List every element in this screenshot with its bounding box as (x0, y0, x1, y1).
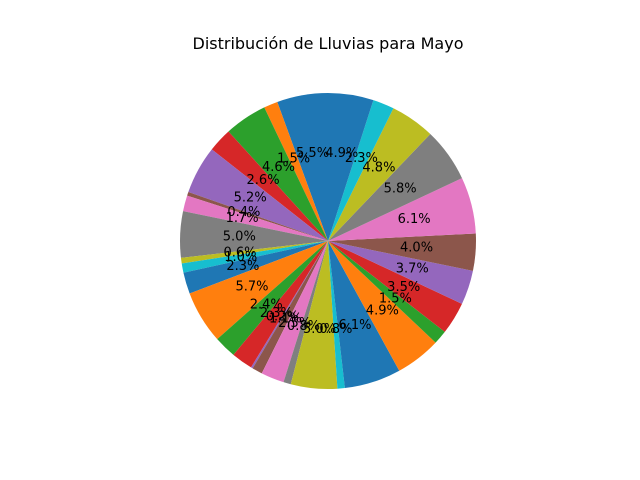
chart-title: Distribución de Lluvias para Mayo (193, 34, 464, 53)
pie-slice-2 (264, 101, 328, 241)
slice-label-9: 0.6% (223, 245, 256, 260)
pie-slice-25 (328, 241, 473, 304)
slice-label-4: 2.6% (247, 173, 280, 188)
pie-slice-7 (183, 195, 328, 241)
slice-label-10: 1.0% (224, 250, 257, 265)
slice-label-11: 2.3% (226, 259, 259, 274)
slice-label-30: 2.3% (345, 151, 378, 166)
slice-label-25: 3.7% (396, 262, 429, 277)
pie-slice-10 (181, 241, 328, 273)
pie-slice-12 (189, 241, 328, 340)
slice-label-1: 5.5% (296, 146, 329, 161)
pie-slice-8 (180, 211, 328, 258)
pie-slice-9 (180, 241, 328, 264)
pie-labels: 5.5%1.5%4.6%2.6%5.2%0.4%1.7%5.0%0.6%1.0%… (223, 146, 433, 337)
slice-label-17: 2.5% (278, 316, 311, 331)
slice-label-6: 0.4% (227, 205, 260, 220)
pie-slice-6 (187, 192, 328, 241)
pie-slice-30 (328, 100, 394, 242)
slice-label-21: 6.1% (338, 318, 371, 333)
pie-slice-27 (328, 178, 476, 241)
slice-label-26: 4.0% (400, 240, 433, 255)
pie-slice-3 (228, 107, 328, 241)
pie-slice-22 (328, 241, 436, 371)
pie-slice-13 (217, 241, 328, 355)
pie-slice-14 (233, 241, 328, 368)
pie-slice-11 (183, 241, 328, 294)
pie-slice-23 (328, 241, 445, 343)
slice-label-7: 1.7% (226, 211, 259, 226)
slice-label-15: 0.2% (266, 310, 299, 325)
pie-slice-24 (328, 241, 462, 332)
slice-label-31: 4.9% (325, 146, 358, 161)
pie-slice-17 (261, 241, 328, 383)
pie-slice-28 (328, 134, 462, 241)
slice-label-18: 0.8% (287, 319, 320, 334)
slice-label-19: 5.0% (303, 322, 336, 337)
pie-slice-18 (283, 241, 328, 385)
slice-label-2: 1.5% (277, 152, 310, 167)
pie-slice-29 (328, 108, 431, 242)
slice-label-5: 5.2% (234, 191, 267, 206)
pie-slice-19 (290, 241, 338, 390)
slice-label-24: 3.5% (387, 280, 420, 295)
slice-label-22: 4.9% (366, 304, 399, 319)
pie-slice-20 (328, 241, 345, 389)
pie-slice-21 (328, 241, 400, 389)
pie-slice-26 (328, 233, 477, 271)
slice-label-8: 5.0% (223, 230, 256, 245)
slice-label-14: 2.3% (260, 306, 293, 321)
slice-label-28: 5.8% (384, 182, 417, 197)
pie-slice-5 (188, 149, 328, 241)
slice-label-23: 1.5% (379, 291, 412, 306)
pie-slice-1 (277, 93, 328, 241)
pie-slices (180, 93, 477, 390)
slice-label-27: 6.1% (398, 212, 431, 227)
slice-label-20: 0.8% (319, 322, 352, 337)
slice-label-29: 4.8% (362, 161, 395, 176)
slice-label-13: 2.4% (250, 297, 283, 312)
slice-label-16: 1.1% (269, 311, 302, 326)
pie-slice-16 (252, 241, 328, 374)
pie-slice-15 (251, 241, 328, 369)
pie-slice-4 (211, 131, 328, 241)
pie-slice-31 (328, 93, 374, 241)
slice-label-12: 5.7% (235, 279, 268, 294)
slice-label-3: 4.6% (262, 160, 295, 175)
